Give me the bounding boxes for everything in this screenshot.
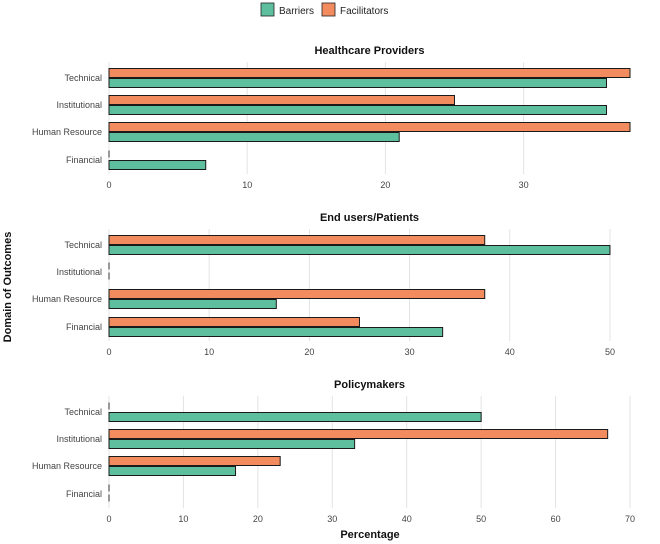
bar-facilitators-human-resource <box>108 456 281 466</box>
category-label: Financial <box>66 155 102 165</box>
panel-healthcare-providers: Healthcare Providers 0 10 20 30 Technical Inst… <box>32 45 631 190</box>
x-tick-label: 50 <box>605 347 615 357</box>
bar-facilitators-technical <box>108 235 486 245</box>
panel-title: End users/Patients <box>320 212 419 224</box>
bar-barriers-technical <box>108 412 482 422</box>
x-tick-label: 30 <box>405 347 415 357</box>
bar-barriers-human-resource <box>108 299 277 309</box>
bar-facilitators-institutional <box>108 429 609 439</box>
panel-title: Policymakers <box>334 379 405 391</box>
bar-facilitators-institutional <box>108 95 455 105</box>
bar-facilitators-human-resource <box>108 289 486 299</box>
category-label: Technical <box>64 73 102 83</box>
category-label: Human Resource <box>32 127 102 137</box>
x-tick-label: 20 <box>380 180 390 190</box>
x-tick-label: 70 <box>625 514 635 524</box>
x-tick-label: 10 <box>204 347 214 357</box>
category-label: Financial <box>66 322 102 332</box>
x-tick-label: 30 <box>519 180 529 190</box>
x-tick-label: 50 <box>476 514 486 524</box>
bar-barriers-human-resource <box>108 132 400 142</box>
y-axis-label: Domain of Outcomes <box>2 232 14 343</box>
category-label: Institutional <box>56 434 102 444</box>
bar-barriers-institutional <box>108 105 608 115</box>
legend-swatch-barriers <box>260 2 275 17</box>
bar-barriers-institutional <box>108 439 356 449</box>
x-tick-label: 40 <box>505 347 515 357</box>
bar-barriers-financial <box>108 327 444 337</box>
category-label: Institutional <box>56 100 102 110</box>
bar-facilitators-financial <box>108 317 360 327</box>
x-axis-label: Percentage <box>340 529 399 541</box>
bar-barriers-technical <box>108 78 608 88</box>
x-tick-label: 10 <box>178 514 188 524</box>
x-tick-label: 0 <box>106 514 111 524</box>
bar-facilitators-technical <box>108 68 631 78</box>
category-label: Institutional <box>56 267 102 277</box>
bar-barriers-technical <box>108 245 611 255</box>
x-tick-label: 10 <box>242 180 252 190</box>
bar-barriers-human-resource <box>108 466 237 476</box>
x-tick-label: 60 <box>551 514 561 524</box>
category-label: Technical <box>64 407 102 417</box>
legend-swatch-facilitators <box>321 2 336 17</box>
legend: Barriers Facilitators <box>260 2 388 17</box>
x-tick-label: 20 <box>253 514 263 524</box>
x-tick-label: 30 <box>327 514 337 524</box>
panel-title: Healthcare Providers <box>314 45 424 57</box>
category-label: Technical <box>64 240 102 250</box>
x-tick-label: 40 <box>402 514 412 524</box>
x-tick-label: 20 <box>304 347 314 357</box>
category-label: Financial <box>66 489 102 499</box>
bar-facilitators-human-resource <box>108 122 631 132</box>
category-label: Human Resource <box>32 461 102 471</box>
x-tick-label: 0 <box>106 347 111 357</box>
legend-label-facilitators: Facilitators <box>340 6 388 17</box>
chart-panels: Healthcare Providers 0 10 20 30 Technical Inst… <box>32 45 635 524</box>
bar-barriers-financial <box>108 160 207 170</box>
panel-policymakers: Policymakers 0 10 20 30 40 50 60 70 Technical Inst… <box>32 379 635 524</box>
legend-label-barriers: Barriers <box>279 6 314 17</box>
panel-end-users-patients: End users/Patients 0 10 20 30 40 50 Technical In… <box>32 212 615 357</box>
category-label: Human Resource <box>32 294 102 304</box>
x-tick-label: 0 <box>106 180 111 190</box>
